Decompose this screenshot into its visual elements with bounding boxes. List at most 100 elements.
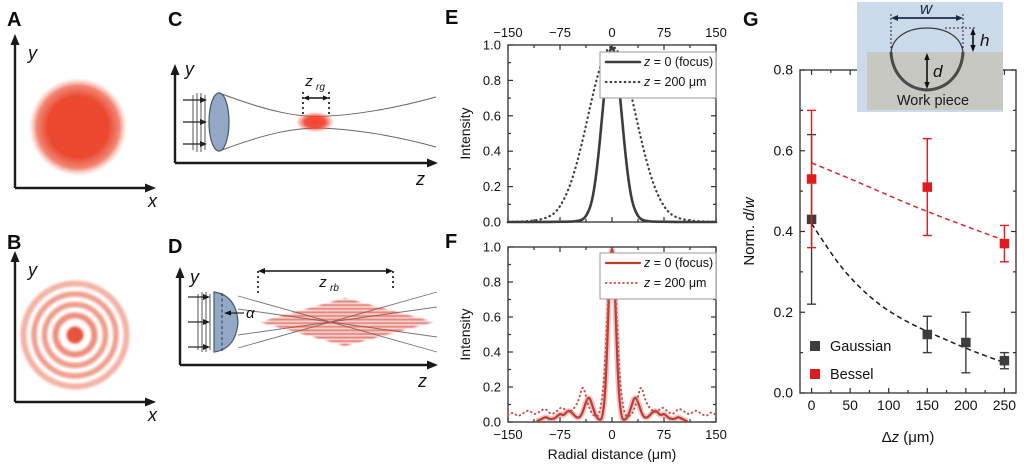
svg-text:250: 250 xyxy=(993,397,1017,413)
svg-text:50: 50 xyxy=(842,397,858,413)
svg-text:Δz (μm): Δz (μm) xyxy=(882,429,935,446)
panel-letter-d: D xyxy=(168,236,183,258)
panel-c-gaussian-focus-diagram: z rg y z xyxy=(170,59,438,189)
d-y-label: y xyxy=(188,267,200,287)
svg-text:Radial distance (μm): Radial distance (μm) xyxy=(548,446,677,462)
inset-d-label: d xyxy=(933,62,943,81)
d-rayleigh-label: z xyxy=(318,274,327,291)
gaussian-spot xyxy=(29,78,127,176)
svg-text:0.2: 0.2 xyxy=(483,179,501,194)
svg-text:75: 75 xyxy=(657,25,671,40)
workpiece-rect xyxy=(867,52,1003,110)
svg-text:0.2: 0.2 xyxy=(774,304,794,320)
lens-shape xyxy=(208,92,230,152)
alpha-arrowhead xyxy=(224,310,231,316)
svg-text:Intensity: Intensity xyxy=(457,107,473,159)
svg-text:Norm. d/w: Norm. d/w xyxy=(741,196,758,266)
svg-text:100: 100 xyxy=(877,397,901,413)
c-y-axis-arrow xyxy=(170,64,180,75)
svg-text:z = 200 μm: z = 200 μm xyxy=(643,75,706,89)
c-focus-spot xyxy=(296,112,334,132)
d-y-axis-arrow xyxy=(175,267,185,278)
d-rayleigh-annotation xyxy=(257,268,394,293)
c-propagation-arrows xyxy=(183,97,207,147)
c-rayleigh-sub-label: rg xyxy=(316,82,325,93)
svg-text:0.6: 0.6 xyxy=(774,142,794,158)
inset-d-annotation xyxy=(924,53,930,89)
bessel-zone-stripes xyxy=(260,298,434,346)
svg-text:0.8: 0.8 xyxy=(483,275,501,290)
weld-bowl-outline xyxy=(889,51,965,92)
weld-crosssection-inset: w h d Work piece xyxy=(857,0,1003,112)
svg-text:−150: −150 xyxy=(493,427,522,442)
inset-h-annotation xyxy=(945,27,977,52)
inset-h-label: h xyxy=(980,31,989,50)
svg-text:−75: −75 xyxy=(549,25,571,40)
panel-letter-f: F xyxy=(445,231,458,253)
svg-text:z = 0 (focus): z = 0 (focus) xyxy=(643,256,713,270)
svg-text:−75: −75 xyxy=(549,427,571,442)
b-y-label: y xyxy=(26,260,38,280)
svg-text:150: 150 xyxy=(916,397,940,413)
panel-f-bessel-intensity-chart: −150 −75 0 75 150 0.0 0.2 0.4 0.6 0.8 1.0 Intensity… xyxy=(457,240,727,463)
panel-letter-e: E xyxy=(445,7,459,29)
panel-g-depth-width-chart: 0 50 100 150 200 250 0.0 0.2 0.4 0.6 0.8 Norm. d/w Δ… xyxy=(741,62,1017,446)
workpiece-caption: Work piece xyxy=(897,93,969,109)
d-z-axis-arrow xyxy=(427,360,438,370)
svg-text:0.8: 0.8 xyxy=(774,62,794,78)
svg-text:0: 0 xyxy=(608,427,615,442)
svg-text:0: 0 xyxy=(808,397,816,413)
a-x-axis-arrow xyxy=(145,183,156,193)
svg-text:0.6: 0.6 xyxy=(483,310,501,325)
panel-letter-a: A xyxy=(7,9,22,31)
c-y-label: y xyxy=(183,59,195,79)
svg-text:Intensity: Intensity xyxy=(457,308,473,360)
c-rayleigh-annotation xyxy=(302,92,330,114)
svg-text:0.6: 0.6 xyxy=(483,108,501,123)
panel-letter-c: C xyxy=(168,9,183,31)
svg-text:200: 200 xyxy=(954,397,978,413)
alpha-label: α xyxy=(246,305,255,322)
svg-text:150: 150 xyxy=(705,25,727,40)
bessel-rings xyxy=(20,280,130,390)
c-beam-envelope-bottom xyxy=(221,127,437,151)
svg-text:Bessel: Bessel xyxy=(830,367,874,383)
svg-text:1.0: 1.0 xyxy=(483,240,501,255)
svg-text:−150: −150 xyxy=(493,25,522,40)
a-y-label: y xyxy=(26,43,38,63)
svg-text:Gaussian: Gaussian xyxy=(830,339,891,355)
b-y-axis-arrow xyxy=(10,251,20,262)
svg-text:0.0: 0.0 xyxy=(483,415,501,430)
svg-text:0.0: 0.0 xyxy=(483,215,501,230)
svg-text:150: 150 xyxy=(705,427,727,442)
a-x-label: x xyxy=(147,191,158,211)
svg-text:0.4: 0.4 xyxy=(774,223,794,239)
panel-a-gaussian-spot-diagram: y x xyxy=(10,34,158,211)
inset-w-annotation xyxy=(890,14,964,50)
d-propagation-arrows xyxy=(188,294,210,350)
panel-b-bessel-rings-diagram: y x xyxy=(10,251,158,425)
svg-text:z = 200 μm: z = 200 μm xyxy=(643,276,706,290)
c-rayleigh-label: z xyxy=(304,73,313,90)
b-x-label: x xyxy=(147,405,158,425)
c-z-axis-arrow xyxy=(427,158,438,168)
b-x-axis-arrow xyxy=(145,397,156,407)
inset-w-label: w xyxy=(920,0,934,18)
svg-text:0.2: 0.2 xyxy=(483,380,501,395)
weld-cap-outline xyxy=(890,27,964,53)
a-y-axis-arrow xyxy=(10,34,20,45)
d-z-label: z xyxy=(417,371,427,391)
panel-letter-b: B xyxy=(7,232,22,254)
svg-text:75: 75 xyxy=(657,427,671,442)
svg-text:1.0: 1.0 xyxy=(483,38,501,53)
svg-text:z = 0 (focus): z = 0 (focus) xyxy=(643,55,713,69)
axicon-shape xyxy=(213,291,239,353)
panel-d-bessel-axicon-diagram: α z rb y z xyxy=(175,267,438,391)
svg-text:0.8: 0.8 xyxy=(483,73,501,88)
svg-text:0.4: 0.4 xyxy=(483,345,501,360)
svg-text:0.4: 0.4 xyxy=(483,144,501,159)
svg-text:0.0: 0.0 xyxy=(774,385,794,401)
svg-text:0: 0 xyxy=(608,25,615,40)
panel-e-gaussian-intensity-chart: −150 −75 0 75 150 0.0 0.2 0.4 0.6 0.8 1.0 Intensity… xyxy=(457,25,727,230)
